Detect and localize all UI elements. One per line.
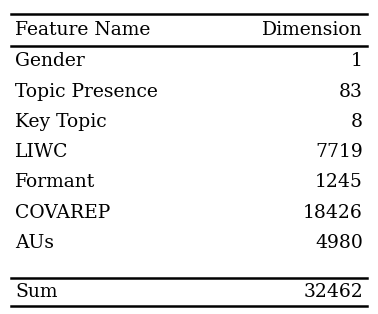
Text: 1: 1 [351,52,363,70]
Text: Dimension: Dimension [262,21,363,39]
Text: Feature Name: Feature Name [15,21,150,39]
Text: 8: 8 [351,113,363,131]
Text: Gender: Gender [15,52,85,70]
Text: Sum: Sum [15,283,57,301]
Text: COVAREP: COVAREP [15,204,110,222]
Text: AUs: AUs [15,234,54,252]
Text: Topic Presence: Topic Presence [15,83,158,100]
Text: 83: 83 [339,83,363,100]
Text: 7719: 7719 [315,143,363,161]
Text: 1245: 1245 [315,173,363,192]
Text: 18426: 18426 [303,204,363,222]
Text: 32462: 32462 [303,283,363,301]
Text: 4980: 4980 [315,234,363,252]
Text: Formant: Formant [15,173,95,192]
Text: Key Topic: Key Topic [15,113,107,131]
Text: LIWC: LIWC [15,143,69,161]
